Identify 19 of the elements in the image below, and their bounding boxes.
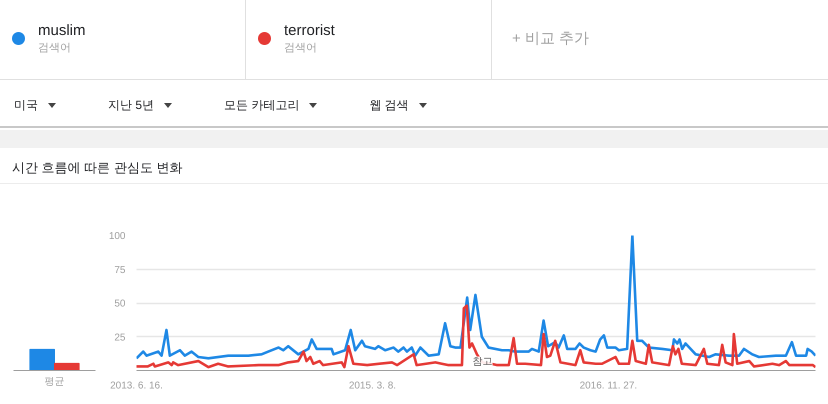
y-tick-label: 75 bbox=[114, 264, 126, 276]
x-tick-label: 2013. 6. 16. bbox=[110, 380, 163, 392]
legend-label: muslim bbox=[38, 21, 86, 41]
y-tick-label: 100 bbox=[108, 231, 126, 242]
x-axis-title: 평균 bbox=[44, 376, 64, 388]
text: 지난 5년 bbox=[108, 98, 156, 112]
chart-title: 시간 흐름에 따른 관심도 변화 bbox=[0, 148, 828, 184]
x-tick-label: 2015. 3. 8. bbox=[348, 380, 396, 392]
x-tick-label: 2016. 11. 27. bbox=[580, 380, 638, 392]
text: 미국 bbox=[14, 98, 39, 112]
legend-label: terrorist bbox=[284, 21, 336, 41]
text: + 비교 추가 bbox=[511, 29, 590, 49]
text: 모든 카테고리 bbox=[224, 98, 300, 112]
text: 검색어 bbox=[284, 41, 318, 56]
y-tick-label: 50 bbox=[114, 298, 126, 310]
text: 검색어 bbox=[38, 41, 72, 56]
y-tick-label: 25 bbox=[114, 332, 126, 344]
line-series bbox=[136, 304, 816, 368]
text: 웹 검색 bbox=[369, 98, 410, 112]
